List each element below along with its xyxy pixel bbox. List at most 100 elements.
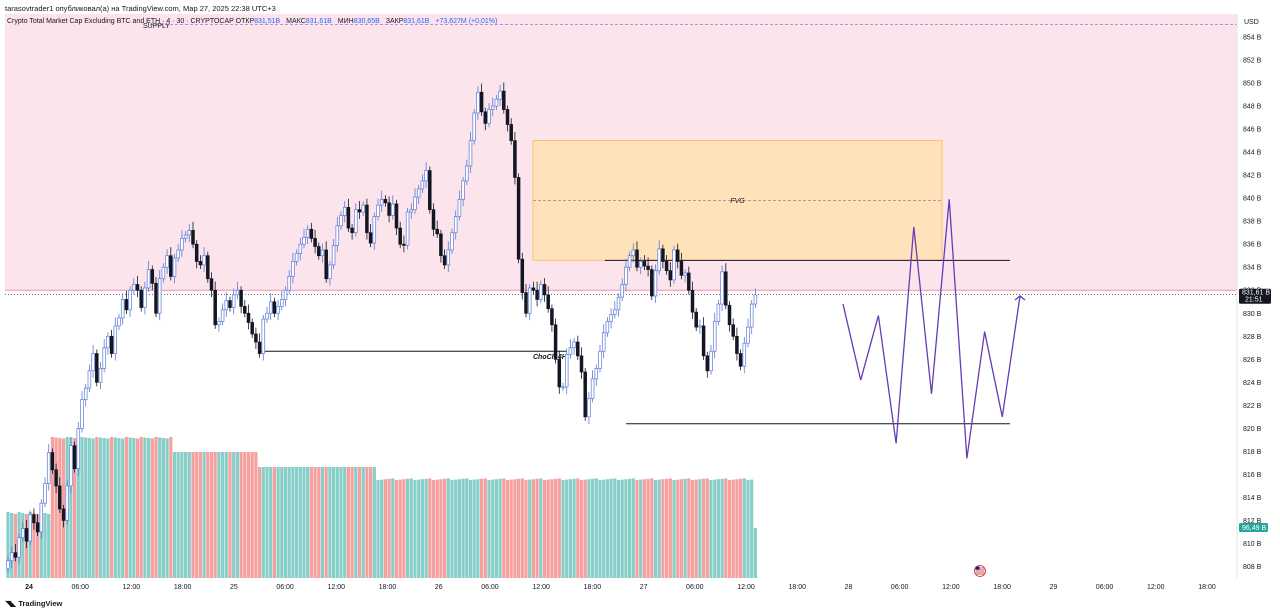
candle[interactable] xyxy=(413,188,417,214)
candle[interactable] xyxy=(564,348,569,394)
candle[interactable] xyxy=(135,275,140,298)
candle[interactable] xyxy=(87,364,92,393)
candle[interactable] xyxy=(58,477,62,513)
candle[interactable] xyxy=(476,85,480,120)
candle[interactable] xyxy=(550,304,554,332)
candle[interactable] xyxy=(280,290,284,311)
candle[interactable] xyxy=(350,224,354,240)
candle[interactable] xyxy=(583,367,587,421)
candle[interactable] xyxy=(354,203,358,237)
candle[interactable] xyxy=(735,327,739,361)
candle[interactable] xyxy=(579,347,584,379)
candle[interactable] xyxy=(679,252,684,280)
candle[interactable] xyxy=(502,82,506,114)
candle[interactable] xyxy=(268,293,273,321)
candle[interactable] xyxy=(490,97,495,117)
candle[interactable] xyxy=(613,301,617,319)
candle[interactable] xyxy=(494,95,499,111)
candle[interactable] xyxy=(472,108,476,145)
candle[interactable] xyxy=(150,265,155,291)
candle[interactable] xyxy=(587,392,591,424)
candle[interactable] xyxy=(46,443,51,491)
candle[interactable] xyxy=(398,221,402,249)
candle[interactable] xyxy=(117,313,121,330)
candle[interactable] xyxy=(520,252,525,300)
tradingview-logo[interactable]: ◥◣ TradingView xyxy=(5,599,62,608)
candle[interactable] xyxy=(294,249,299,266)
candle[interactable] xyxy=(439,229,443,263)
candle[interactable] xyxy=(32,508,36,530)
candle[interactable] xyxy=(631,243,636,263)
candle[interactable] xyxy=(542,278,547,302)
candle[interactable] xyxy=(109,329,114,358)
candle[interactable] xyxy=(479,83,484,116)
candle[interactable] xyxy=(428,166,432,214)
candle[interactable] xyxy=(431,203,436,237)
candle[interactable] xyxy=(235,281,240,299)
candle[interactable] xyxy=(594,364,599,386)
candle[interactable] xyxy=(342,201,347,223)
candle[interactable] xyxy=(420,174,425,193)
candle[interactable] xyxy=(546,286,550,313)
candle[interactable] xyxy=(672,245,676,284)
candle[interactable] xyxy=(391,195,395,220)
candle[interactable] xyxy=(187,224,192,242)
candle[interactable] xyxy=(516,173,521,264)
candle[interactable] xyxy=(705,351,710,378)
candle[interactable] xyxy=(328,260,332,286)
candle[interactable] xyxy=(172,253,177,284)
candle[interactable] xyxy=(13,544,18,562)
candle[interactable] xyxy=(746,318,750,348)
candle[interactable] xyxy=(309,222,314,243)
candle[interactable] xyxy=(616,293,621,317)
candle[interactable] xyxy=(642,255,647,271)
candle[interactable] xyxy=(539,280,543,304)
candle[interactable] xyxy=(43,477,47,508)
candle[interactable] xyxy=(320,243,325,263)
candle[interactable] xyxy=(598,344,602,373)
candle[interactable] xyxy=(61,504,66,528)
candle[interactable] xyxy=(405,207,410,250)
candle[interactable] xyxy=(209,272,214,298)
candle[interactable] xyxy=(176,243,180,263)
candle[interactable] xyxy=(24,519,29,549)
candle[interactable] xyxy=(65,479,69,525)
candle[interactable] xyxy=(298,237,303,261)
candle[interactable] xyxy=(372,212,377,250)
candle[interactable] xyxy=(698,319,702,334)
candle[interactable] xyxy=(498,84,502,107)
candle[interactable] xyxy=(9,546,14,568)
candle[interactable] xyxy=(143,281,147,315)
candle[interactable] xyxy=(624,258,628,292)
candle[interactable] xyxy=(753,288,758,309)
candle[interactable] xyxy=(198,255,203,269)
candle[interactable] xyxy=(202,247,206,272)
candle[interactable] xyxy=(231,288,236,315)
candle[interactable] xyxy=(157,270,162,321)
candle[interactable] xyxy=(531,281,536,295)
candle[interactable] xyxy=(35,514,40,536)
candle[interactable] xyxy=(69,437,73,493)
candle[interactable] xyxy=(524,283,528,318)
candle[interactable] xyxy=(91,344,95,378)
candle[interactable] xyxy=(446,241,451,272)
candle[interactable] xyxy=(72,441,77,473)
candle[interactable] xyxy=(102,339,106,373)
candle[interactable] xyxy=(302,228,306,249)
candle[interactable] xyxy=(191,221,195,249)
candle[interactable] xyxy=(657,240,661,275)
candle[interactable] xyxy=(83,384,88,407)
candle[interactable] xyxy=(468,131,473,173)
candle[interactable] xyxy=(276,300,280,321)
candle[interactable] xyxy=(394,199,399,235)
candle[interactable] xyxy=(376,198,380,221)
candle[interactable] xyxy=(505,105,510,132)
candle[interactable] xyxy=(246,304,251,330)
candle[interactable] xyxy=(720,265,724,311)
candle[interactable] xyxy=(368,224,373,248)
candle[interactable] xyxy=(361,201,365,217)
us-flag-icon[interactable] xyxy=(974,565,986,577)
candle[interactable] xyxy=(165,249,169,275)
candle[interactable] xyxy=(120,293,125,325)
candle[interactable] xyxy=(424,161,428,188)
